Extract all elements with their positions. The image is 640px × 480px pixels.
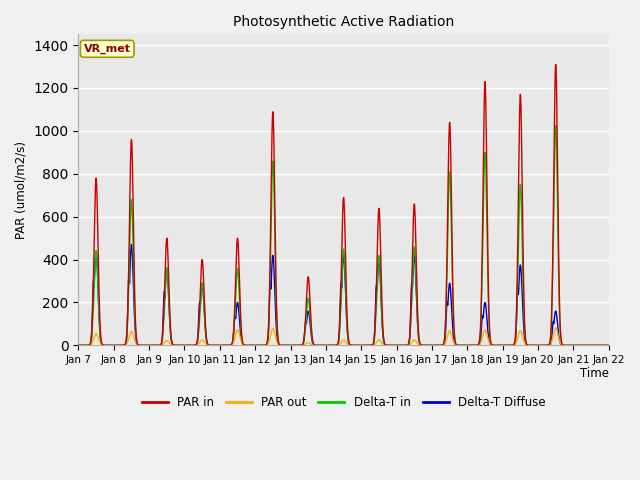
Legend: PAR in, PAR out, Delta-T in, Delta-T Diffuse: PAR in, PAR out, Delta-T in, Delta-T Dif…: [137, 392, 550, 414]
Y-axis label: PAR (umol/m2/s): PAR (umol/m2/s): [15, 141, 28, 239]
Text: Time: Time: [580, 367, 609, 380]
Title: Photosynthetic Active Radiation: Photosynthetic Active Radiation: [233, 15, 454, 29]
Text: VR_met: VR_met: [84, 44, 131, 54]
